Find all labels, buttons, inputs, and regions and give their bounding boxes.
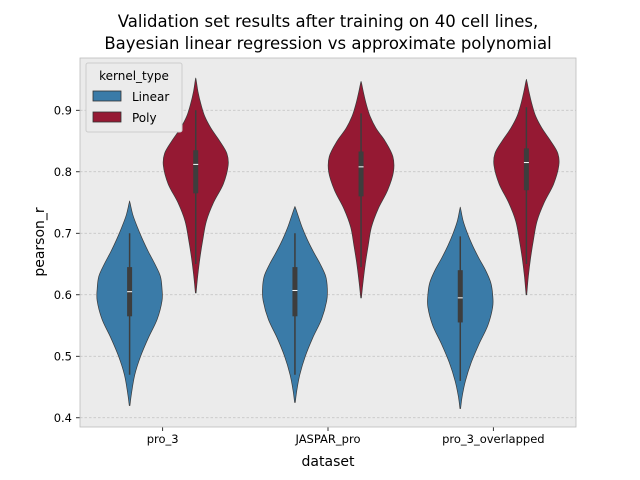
legend-swatch-poly bbox=[92, 111, 122, 123]
x-axis: pro_3 JASPAR_pro pro_3_overlapped bbox=[147, 427, 545, 446]
violin-box bbox=[358, 151, 364, 197]
legend-label-poly: Poly bbox=[132, 111, 157, 125]
y-tick-label: 0.4 bbox=[54, 411, 72, 425]
legend: kernel_type Linear Poly bbox=[85, 62, 183, 133]
x-tick-label: JASPAR_pro bbox=[295, 432, 361, 446]
chart-title-line2: Bayesian linear regression vs approximat… bbox=[104, 34, 551, 53]
x-axis-label: dataset bbox=[302, 454, 355, 470]
violins bbox=[96, 77, 560, 409]
plot-frame bbox=[79, 57, 577, 428]
y-tick-label: 0.6 bbox=[54, 288, 72, 302]
violin-box bbox=[193, 150, 199, 194]
legend-label-linear: Linear bbox=[132, 90, 169, 104]
y-axis-label: pearson_r bbox=[32, 207, 48, 277]
violin-box bbox=[292, 267, 298, 317]
y-tick-label: 0.7 bbox=[54, 226, 72, 240]
x-tick-label: pro_3_overlapped bbox=[442, 432, 545, 446]
y-axis: 0.4 0.5 0.6 0.7 0.8 0.9 bbox=[54, 103, 80, 425]
y-tick-label: 0.9 bbox=[54, 103, 72, 117]
x-tick-label: pro_3 bbox=[147, 432, 179, 446]
violin-box bbox=[457, 270, 463, 323]
legend-swatch-linear bbox=[92, 90, 122, 102]
y-tick-label: 0.5 bbox=[54, 349, 72, 363]
violin-box bbox=[523, 148, 529, 191]
legend-title: kernel_type bbox=[99, 69, 169, 83]
chart-title-line1: Validation set results after training on… bbox=[118, 12, 538, 31]
y-tick-label: 0.8 bbox=[54, 165, 72, 179]
